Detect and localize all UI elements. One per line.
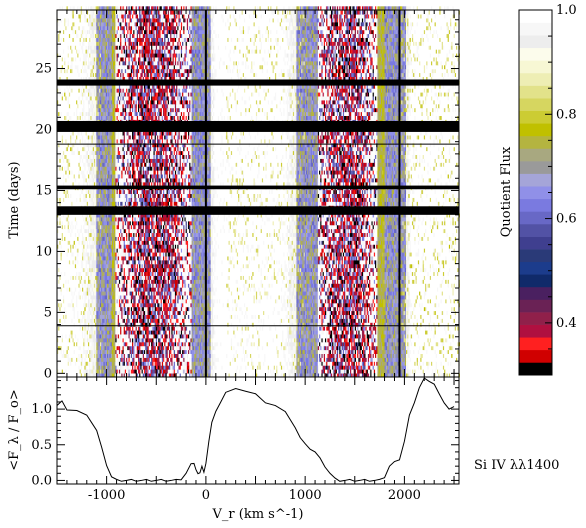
dynamic-spectrum-panel: 0510152025 Time (days) bbox=[7, 6, 460, 381]
